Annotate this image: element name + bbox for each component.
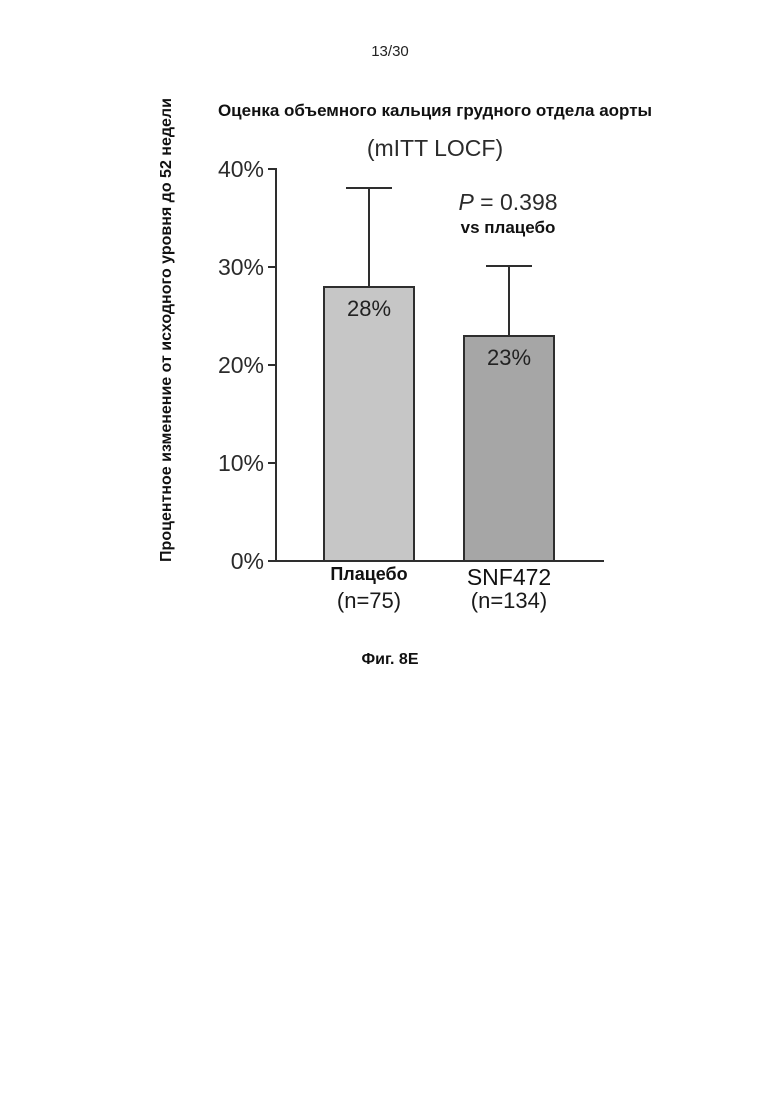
y-tick-label: 20% [217,352,264,378]
bar-placebo: 28% [323,285,415,562]
error-bar-cap-placebo [346,186,392,189]
y-tick-label: 0% [230,548,264,574]
bar-snf472: 23% [463,334,555,562]
y-tick-label: 40% [217,156,264,182]
x-sublabel-placebo: (n=75) [336,588,402,613]
x-label-snf472: SNF472 [466,564,552,590]
y-tick-mark [268,168,275,170]
chart-subtitle: (mITT LOCF) [366,135,504,161]
y-tick-mark [268,560,275,562]
p-value-annotation: P = 0.398 vs плацебо [398,189,618,239]
p-value: = 0.398 [473,189,558,215]
y-tick-mark [268,266,275,268]
bar-value-label-placebo: 28% [346,295,392,321]
figure-caption: Фиг. 8E [361,651,419,668]
x-label-placebo: Плацебо [330,564,408,584]
y-tick-mark [268,462,275,464]
bar-value-label-snf472: 23% [486,344,532,370]
chart-title: Оценка объемного кальция грудного отдела… [217,101,653,120]
p-comparison-text: vs плацебо [460,218,556,237]
y-axis-line [275,168,277,562]
p-symbol: P [458,189,474,215]
y-tick-mark [268,364,275,366]
error-bar-line-placebo [368,187,370,286]
y-tick-label: 30% [217,254,264,280]
x-axis-line [275,560,604,562]
error-bar-line-snf472 [508,266,510,335]
page-number: 13/30 [371,43,409,60]
error-bar-cap-snf472 [486,265,532,267]
y-axis-label: Процентное изменение от исходного уровня… [158,98,175,562]
x-sublabel-snf472: (n=134) [470,588,548,613]
y-tick-label: 10% [217,450,264,476]
p-value-text: P = 0.398 [398,189,618,216]
